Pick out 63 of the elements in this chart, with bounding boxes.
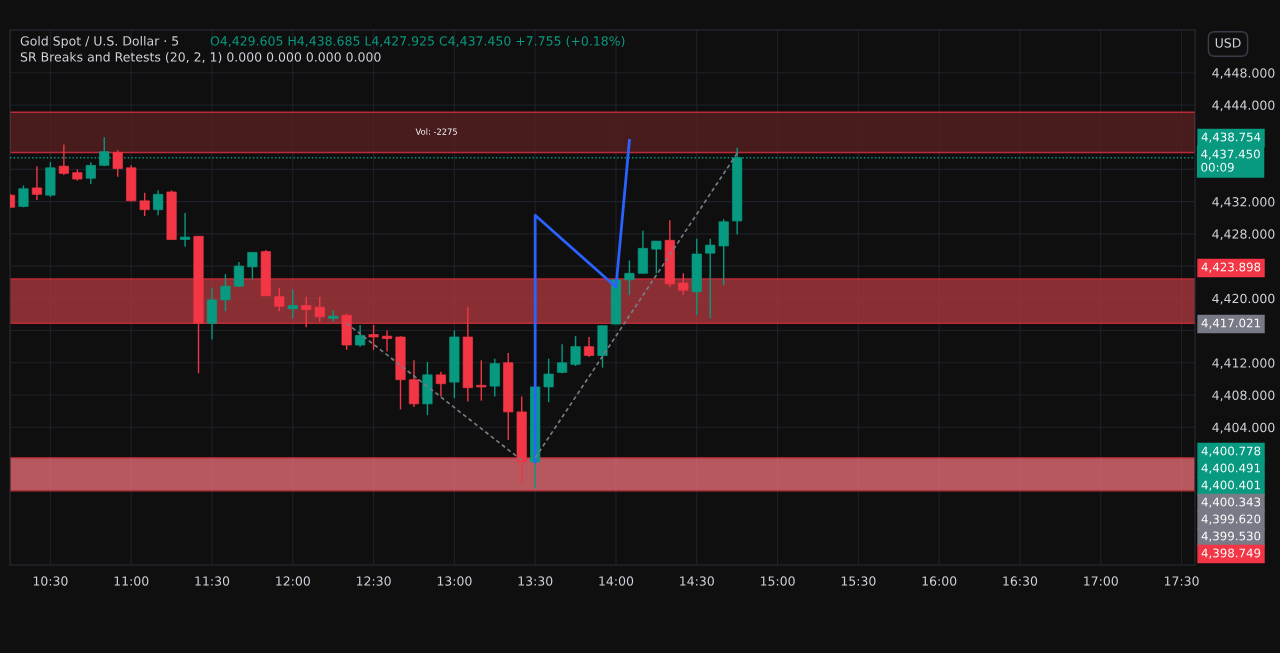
x-tick-label: 15:30	[841, 576, 876, 586]
candlestick	[435, 370, 446, 398]
x-tick-label: 14:30	[680, 576, 714, 586]
y-tick-label: 4,404.000	[1212, 422, 1275, 434]
candlestick	[220, 273, 231, 312]
y-tick-label: 4,408.000	[1212, 390, 1275, 402]
candlestick	[705, 237, 716, 320]
candlestick	[328, 309, 339, 323]
x-tick-label: 13:30	[518, 576, 553, 586]
text: 4,400.343	[1201, 497, 1261, 508]
x-tick-label: 10:30	[33, 576, 68, 586]
candlestick	[583, 336, 595, 358]
y-tick-label: 4,428.000	[1212, 229, 1275, 241]
x-tick-label: 17:00	[1084, 576, 1118, 586]
candlestick	[651, 240, 662, 275]
y-tick-label: 4,420.000	[1212, 293, 1275, 305]
band-label: Vol: -2275	[415, 128, 457, 135]
candlestick	[233, 261, 244, 288]
x-tick-label: 12:00	[276, 576, 310, 586]
candlestick	[179, 212, 191, 248]
candlestick	[381, 329, 393, 353]
x-tick-label: 17:30	[1164, 576, 1199, 586]
y-tick-label: 4,432.000	[1212, 197, 1275, 208]
text: 4,399.530	[1201, 531, 1261, 542]
text: 4,417.021	[1201, 318, 1260, 329]
candlestick	[85, 161, 96, 185]
candlestick	[206, 287, 218, 341]
x-tick-label: 14:00	[599, 576, 634, 586]
annotation: SR Breaks and Retests (20, 2, 1) 0.000 0.000 0.000 0.000	[20, 51, 381, 64]
y-tick-label: 4,412.000	[1212, 358, 1275, 369]
candlestick	[489, 358, 500, 398]
candlestick	[287, 288, 298, 320]
x-tick-label: 16:30	[1003, 576, 1038, 586]
candlestick	[153, 189, 164, 217]
candlestick	[247, 251, 258, 281]
text: 4,400.401	[1201, 480, 1260, 491]
x-tick-label: 12:30	[356, 576, 391, 586]
x-tick-label: 16:00	[922, 576, 957, 586]
y-tick-label: 4,444.000	[1212, 100, 1275, 112]
candlestick	[274, 287, 285, 312]
candlestick	[476, 359, 487, 402]
text: 4,400.778	[1201, 446, 1261, 457]
x-tick-label: 15:00	[760, 576, 795, 586]
text: 4,400.491	[1201, 463, 1260, 474]
x-tick-label: 13:00	[437, 576, 472, 586]
chart-subtitle: O4,429.605 H4,438.685 L4,427.925 C4,437.450 +7.755 (+0.18%)	[210, 35, 625, 48]
chart-title: Gold Spot / U.S. Dollar · 5	[20, 35, 179, 49]
candlestick	[557, 343, 568, 374]
x-tick-label: 11:00	[114, 576, 149, 586]
x-tick-label: 11:30	[195, 576, 230, 586]
ref-line-label: 4,437.450 00:09	[1201, 149, 1260, 172]
candlestick	[543, 358, 554, 403]
candlestick	[139, 192, 150, 217]
text: 4,423.898	[1201, 262, 1261, 273]
y-tick-label: 4,448.000	[1212, 68, 1275, 79]
candlestick	[570, 335, 581, 367]
candlestick	[624, 259, 635, 296]
text: 4,399.620	[1201, 514, 1261, 525]
candlestick	[355, 324, 366, 348]
candlestick	[31, 165, 42, 201]
y-axis-title: USD	[1215, 38, 1241, 48]
text: 4,438.754	[1201, 132, 1261, 143]
text: 4,398.749	[1201, 548, 1261, 559]
